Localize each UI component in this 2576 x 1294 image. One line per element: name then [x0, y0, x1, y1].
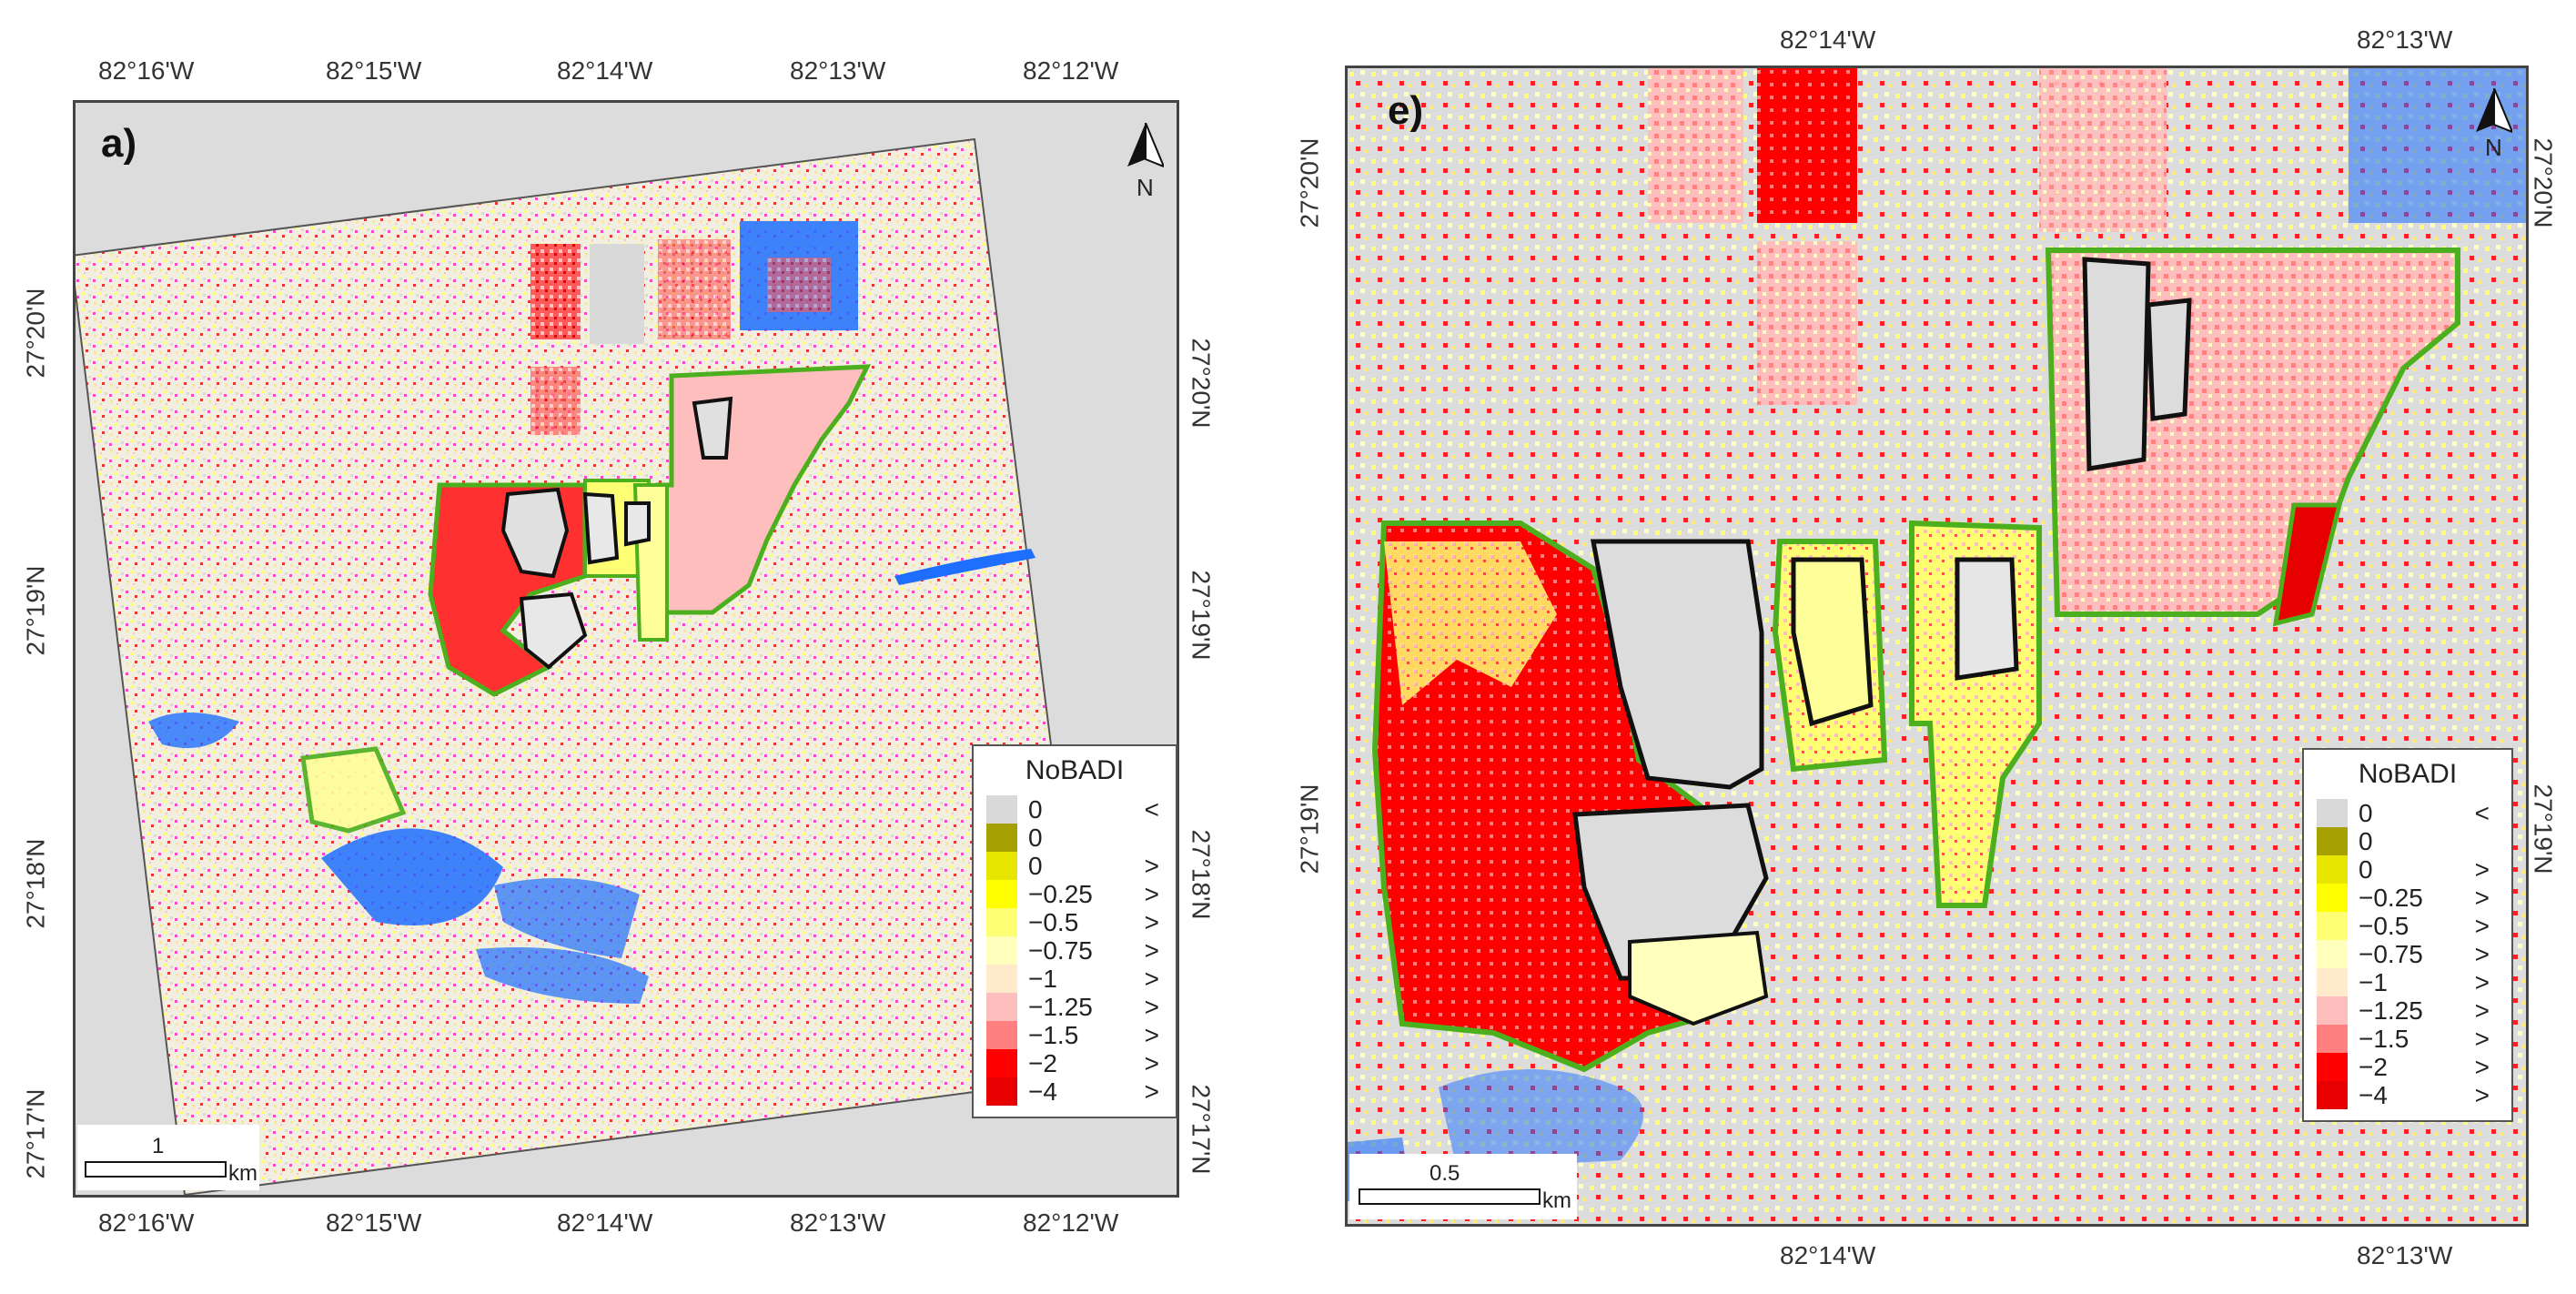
field-pink-e-2	[1757, 241, 1857, 405]
scale-unit-e: km	[1542, 1188, 1571, 1213]
legend-row: −4 >	[2317, 1081, 2499, 1109]
lat-label-left-a-2: 27°18'N	[21, 838, 50, 929]
legend-row: 0 <	[986, 795, 1163, 824]
lon-label-top-a-3: 82°13'W	[790, 56, 886, 85]
field-pink-e-1	[1648, 68, 1743, 223]
lon-label-top-a-4: 82°12'W	[1023, 56, 1119, 85]
lon-label-bottom-a-2: 82°14'W	[557, 1208, 653, 1237]
scale-bar-a: 1 km	[77, 1125, 259, 1190]
panel-label-a: a)	[101, 121, 137, 166]
legend-row: 0	[2317, 827, 2499, 855]
legend-row: 0	[986, 824, 1163, 852]
burn-unit-a-3	[300, 746, 407, 834]
legend-row: −2 >	[986, 1049, 1163, 1077]
legend-a: NoBADI 0 < 0 0 > −0.25 > −0.5 > −0.75 > −1 > −…	[972, 744, 1177, 1118]
legend-row: −2 >	[2317, 1053, 2499, 1081]
scale-line-e	[1359, 1188, 1541, 1205]
field-grey-a-1	[590, 244, 644, 344]
lat-label-left-e-0: 27°20'N	[1295, 137, 1324, 228]
lon-label-bottom-e-0: 82°14'W	[1780, 1241, 1876, 1269]
scale-bar-e: 0.5 km	[1349, 1154, 1577, 1219]
scale-value-e: 0.5	[1429, 1161, 1460, 1186]
field-red-a-3	[530, 367, 581, 435]
legend-row: −0.75 >	[2317, 940, 2499, 968]
legend-row: −1.5 >	[2317, 1025, 2499, 1053]
legend-row: 0 >	[986, 852, 1163, 880]
field-red-a-2	[658, 239, 731, 339]
legend-title-e: NoBADI	[2358, 759, 2458, 789]
legend-row: −0.5 >	[2317, 912, 2499, 940]
lon-label-bottom-a-1: 82°15'W	[326, 1208, 422, 1237]
lat-label-left-e-1: 27°19'N	[1295, 783, 1324, 874]
water-body-a-2	[321, 828, 503, 925]
lat-label-right-a-0: 27°20'N	[1187, 338, 1216, 429]
black-outline-e-2	[1590, 539, 1764, 790]
lon-label-top-a-1: 82°15'W	[326, 56, 422, 85]
legend-row: −0.5 >	[986, 908, 1163, 936]
lat-label-right-a-2: 27°18'N	[1187, 829, 1216, 920]
north-label-a: N	[1136, 174, 1154, 201]
legend-row: −0.25 >	[2317, 884, 2499, 912]
legend-row: −1.25 >	[2317, 996, 2499, 1025]
lon-label-top-a-0: 82°16'W	[98, 56, 195, 85]
lat-label-left-a-3: 27°17'N	[21, 1088, 50, 1179]
legend-row: −0.25 >	[986, 880, 1163, 908]
black-outline-e-1	[2082, 257, 2151, 471]
water-body-e-2	[1439, 1069, 1643, 1169]
lon-label-top-a-2: 82°14'W	[557, 56, 653, 85]
lat-label-right-a-3: 27°17'N	[1187, 1084, 1216, 1175]
lat-label-right-a-1: 27°19'N	[1187, 570, 1216, 661]
scale-value-a: 1	[152, 1134, 165, 1158]
field-red-a-1	[530, 244, 581, 339]
map-canvas-a	[76, 137, 1095, 1195]
legend-row: −0.75 >	[986, 936, 1163, 965]
lat-label-left-a-0: 27°20'N	[21, 288, 50, 379]
lon-label-top-e-1: 82°13'W	[2357, 25, 2453, 54]
legend-title-a: NoBADI	[1025, 755, 1125, 785]
legend-row: 0 >	[2317, 855, 2499, 884]
panel-label-e: e)	[1388, 88, 1424, 133]
lon-label-bottom-a-4: 82°12'W	[1023, 1208, 1119, 1237]
legend-row: −4 >	[986, 1077, 1163, 1106]
legend-e: NoBADI 0 < 0 0 > −0.25 > −0.5 > −0.75 > −1 > −…	[2302, 748, 2513, 1122]
legend-row: −1.5 >	[986, 1021, 1163, 1049]
legend-row: −1 >	[2317, 968, 2499, 996]
legend-row: 0 <	[2317, 799, 2499, 827]
lat-label-right-e-1: 27°19'N	[2529, 783, 2558, 874]
north-arrow-a-icon: N	[1127, 122, 1166, 201]
black-outline-a-1	[500, 487, 570, 579]
lat-label-right-e-0: 27°20'N	[2529, 137, 2558, 228]
lon-label-bottom-e-1: 82°13'W	[2357, 1241, 2453, 1269]
scale-unit-a: km	[228, 1161, 258, 1186]
lon-label-top-e-0: 82°14'W	[1780, 25, 1876, 54]
satellite-footprint-a	[76, 137, 1095, 1195]
legend-row: −1 >	[986, 965, 1163, 993]
field-red-e-1	[1757, 68, 1857, 223]
scale-line-a	[85, 1161, 227, 1178]
lon-label-bottom-a-3: 82°13'W	[790, 1208, 886, 1237]
north-label-e: N	[2485, 134, 2502, 161]
legend-row: −1.25 >	[986, 993, 1163, 1021]
lon-label-bottom-a-0: 82°16'W	[98, 1208, 195, 1237]
lat-label-left-a-1: 27°19'N	[21, 565, 50, 656]
north-arrow-e-icon: N	[2476, 87, 2514, 161]
